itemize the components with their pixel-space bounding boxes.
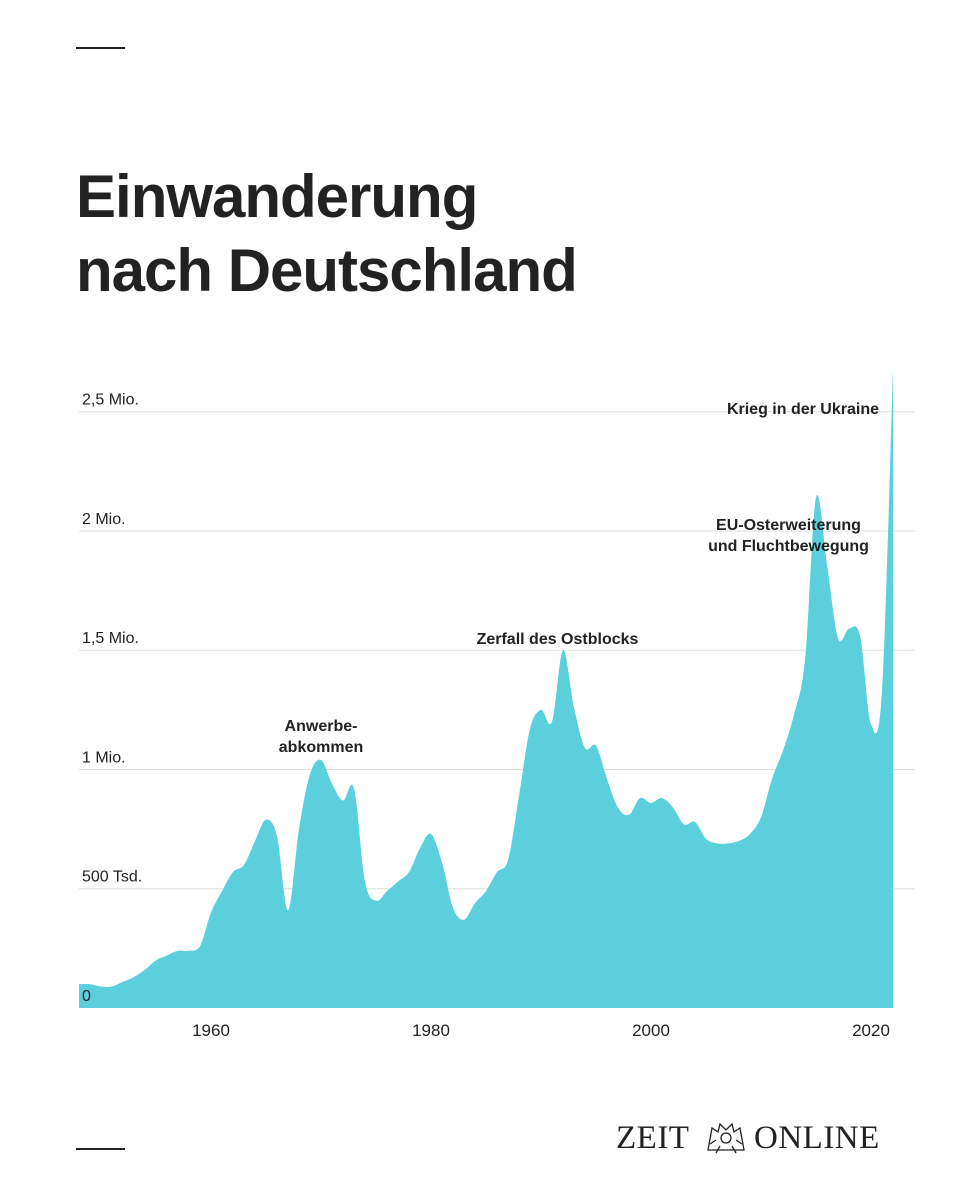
- y-tick-label: 500 Tsd.: [82, 869, 142, 886]
- logo-word-zeit: ZEIT: [616, 1120, 690, 1156]
- y-tick-label: 1,5 Mio.: [82, 630, 139, 647]
- y-axis-ticks: 0 500 Tsd. 1 Mio. 1,5 Mio. 2 Mio. 2,5 Mio.: [82, 392, 142, 1005]
- x-tick-label: 1960: [192, 1021, 230, 1040]
- data-area: [79, 368, 893, 1008]
- x-tick-label: 2020: [852, 1021, 890, 1040]
- zeit-online-logo: ZEIT ONLINE: [616, 1116, 896, 1160]
- chart-title-line-2: nach Deutschland: [76, 237, 578, 304]
- eagle-crest-icon: [707, 1122, 745, 1154]
- logo-word-online: ONLINE: [754, 1120, 880, 1156]
- y-tick-label: 0: [82, 988, 91, 1005]
- chart-title-line-1: Einwanderung: [76, 163, 478, 230]
- annotation-label: Krieg in der Ukraine: [727, 401, 879, 418]
- immigration-series-area: [79, 368, 893, 1008]
- x-axis-ticks: 1960 1980 2000 2020: [192, 1021, 890, 1040]
- top-rule: [76, 47, 125, 49]
- y-tick-label: 2,5 Mio.: [82, 392, 139, 409]
- immigration-area-chart: 0 500 Tsd. 1 Mio. 1,5 Mio. 2 Mio. 2,5 Mio. 19…: [79, 368, 915, 1040]
- y-tick-label: 1 Mio.: [82, 749, 126, 766]
- annotation-label: Zerfall des Ostblocks: [477, 631, 639, 648]
- chart-title: Einwanderung nach Deutschland: [76, 160, 578, 308]
- annotation-label: Anwerbe-abkommen: [279, 718, 363, 756]
- x-tick-label: 2000: [632, 1021, 670, 1040]
- annotation-label: EU-Osterweiterung und Fluchtbewegung: [708, 517, 869, 555]
- x-tick-label: 1980: [412, 1021, 450, 1040]
- annotations: Anwerbe-abkommen Zerfall des Ostblocks EU-…: [279, 401, 879, 756]
- bottom-rule: [76, 1148, 125, 1150]
- y-tick-label: 2 Mio.: [82, 511, 126, 528]
